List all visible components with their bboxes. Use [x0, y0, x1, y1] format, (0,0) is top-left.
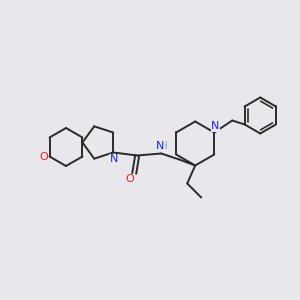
Text: H: H [160, 142, 168, 152]
Text: O: O [39, 152, 48, 161]
Text: N: N [110, 154, 118, 164]
Text: N: N [156, 142, 164, 152]
Text: N: N [211, 122, 219, 131]
Text: O: O [126, 175, 135, 184]
